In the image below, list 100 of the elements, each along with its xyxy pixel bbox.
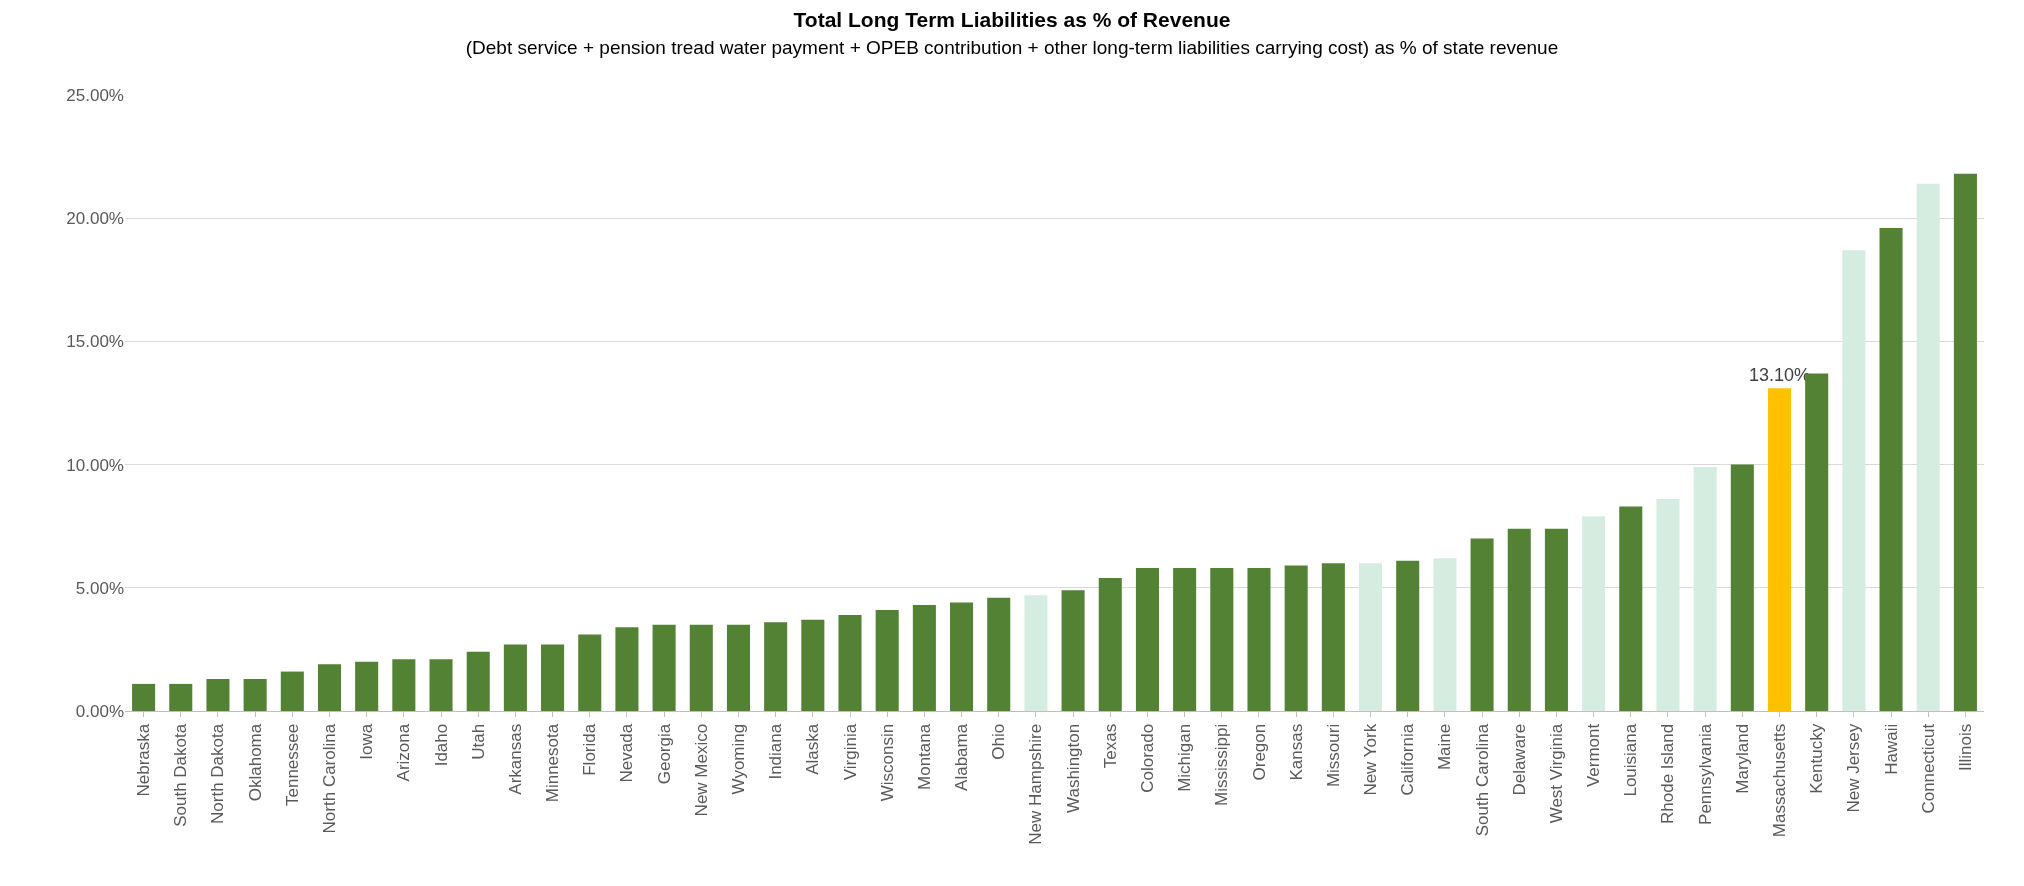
x-tick-label: Louisiana	[1621, 723, 1641, 797]
bar	[206, 678, 230, 711]
bar	[1098, 577, 1122, 711]
x-tick-label: Tennessee	[282, 723, 302, 807]
x-tick-label: Montana	[914, 723, 934, 790]
bar	[1135, 568, 1159, 711]
x-tick-label: West Virginia	[1546, 723, 1566, 824]
y-tick-label: 20.00%	[66, 209, 124, 229]
bar	[801, 619, 825, 711]
x-tick-label: Nevada	[617, 723, 637, 783]
chart-title: Total Long Term Liabilities as % of Revenue	[793, 7, 1231, 31]
bar	[392, 659, 416, 711]
x-tick-label: Minnesota	[543, 723, 563, 803]
bar	[838, 614, 862, 711]
bar	[355, 661, 379, 711]
x-tick-label: Oregon	[1249, 723, 1269, 781]
x-tick-label: Idaho	[431, 723, 451, 767]
bar	[243, 678, 267, 711]
bar	[1544, 528, 1568, 711]
bar	[764, 622, 788, 711]
y-tick-label: 5.00%	[75, 578, 124, 598]
x-tick-label: North Dakota	[208, 723, 228, 824]
bar	[1210, 568, 1234, 711]
bar	[1284, 565, 1308, 711]
x-tick-label: New Jersey	[1844, 723, 1864, 813]
x-tick-label: Maine	[1435, 723, 1455, 771]
bar	[1656, 499, 1680, 711]
x-tick-label: Iowa	[357, 723, 377, 760]
bar	[1582, 516, 1606, 711]
data-label: 13.10%	[1748, 365, 1811, 386]
bar	[1359, 563, 1383, 711]
y-tick-label: 10.00%	[66, 455, 124, 475]
bar	[1024, 595, 1048, 711]
bar	[1321, 563, 1345, 711]
bar	[987, 597, 1011, 711]
x-tick-label: Virginia	[840, 723, 860, 781]
bar	[280, 671, 304, 711]
bar	[1730, 464, 1754, 711]
x-tick-label: North Carolina	[320, 723, 340, 834]
y-tick-label: 0.00%	[75, 701, 124, 721]
x-tick-label: Delaware	[1509, 723, 1529, 796]
bar	[1693, 467, 1717, 711]
x-tick-label: Kentucky	[1807, 723, 1827, 794]
bar	[429, 659, 453, 711]
bar	[1061, 590, 1085, 711]
x-tick-label: Michigan	[1175, 723, 1195, 792]
bar	[689, 624, 713, 711]
bar	[1619, 506, 1643, 711]
bar	[1767, 388, 1792, 711]
bar	[1173, 568, 1197, 711]
bar	[615, 627, 639, 711]
x-tick-label: Washington	[1063, 723, 1083, 813]
x-tick-label: Arizona	[394, 723, 414, 782]
x-tick-label: Alabama	[952, 723, 972, 791]
x-tick-label: Florida	[580, 723, 600, 776]
x-tick-label: New Mexico	[691, 723, 711, 817]
x-tick-label: Vermont	[1584, 723, 1604, 788]
x-tick-label: Maryland	[1732, 723, 1752, 794]
bar	[875, 609, 899, 711]
x-tick-label: Ohio	[989, 723, 1009, 760]
x-tick-label: South Dakota	[171, 723, 191, 827]
bar	[1247, 568, 1271, 711]
bar	[652, 624, 676, 711]
bar	[726, 624, 750, 711]
y-tick-label: 15.00%	[66, 332, 124, 352]
bar	[1507, 528, 1531, 711]
x-tick-label: New Hampshire	[1026, 723, 1046, 845]
bar	[503, 644, 527, 711]
x-tick-label: Wisconsin	[877, 723, 897, 802]
x-tick-label: Hawaii	[1881, 723, 1901, 775]
bar	[950, 602, 974, 711]
x-tick-label: Oklahoma	[245, 723, 265, 802]
bar	[1916, 183, 1940, 711]
x-tick-label: Texas	[1100, 723, 1120, 769]
x-tick-label: Illinois	[1955, 723, 1975, 772]
bar	[1953, 173, 1977, 711]
x-tick-label: Alaska	[803, 723, 823, 775]
x-tick-label: Rhode Island	[1658, 723, 1678, 824]
bar	[1470, 538, 1494, 711]
bar	[317, 664, 342, 711]
x-tick-label: South Carolina	[1472, 723, 1492, 837]
x-tick-label: Mississippi	[1212, 723, 1232, 806]
bar	[132, 683, 156, 711]
x-tick-label: California	[1398, 723, 1418, 796]
bar	[912, 605, 936, 711]
bar	[578, 634, 602, 711]
x-tick-label: Arkansas	[505, 723, 525, 795]
x-tick-label: Pennsylvania	[1695, 723, 1715, 825]
bar	[466, 651, 490, 711]
y-tick-label: 25.00%	[66, 85, 124, 105]
x-tick-label: New York	[1361, 723, 1381, 796]
x-tick-label: Kansas	[1286, 723, 1306, 781]
x-tick-label: Georgia	[654, 723, 674, 785]
x-tick-label: Missouri	[1323, 723, 1343, 788]
bar	[1433, 558, 1457, 711]
bar	[1396, 560, 1420, 711]
x-tick-label: Colorado	[1137, 723, 1157, 793]
bar	[541, 644, 565, 711]
x-tick-label: Wyoming	[728, 723, 748, 795]
chart-subtitle: (Debt service + pension tread water payment + OPEB contribution + other long-term liabilities carrying cost) as % of state revenue	[465, 36, 1559, 58]
